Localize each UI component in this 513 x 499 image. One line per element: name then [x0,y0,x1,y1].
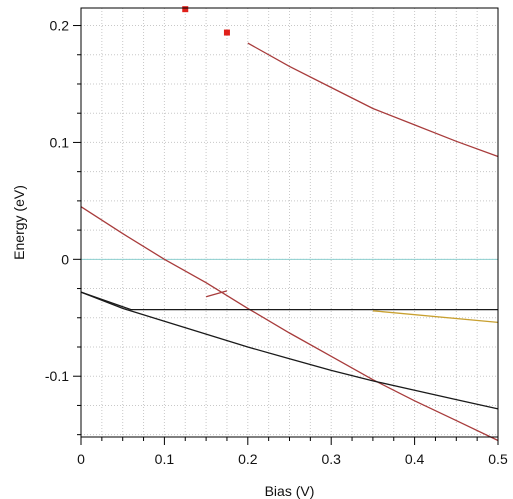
y-tick-label: 0.1 [50,134,70,150]
points-group [182,6,230,36]
x-tick-label: 0.2 [238,451,258,467]
x-tick-label: 0.3 [321,451,341,467]
series-line-4 [80,291,499,410]
series-line-6 [372,310,499,324]
x-tick-label: 0.5 [488,451,508,467]
series-line-5 [80,291,498,311]
x-axis-title: Bias (V) [265,483,315,499]
series-group [80,42,499,442]
data-point-2 [223,29,230,36]
y-tick-label: -0.1 [45,368,69,384]
ticks-group: 0 0.1 0.2 0.3 0.4 0.5 -0.1 0 0.1 0.2 [45,18,508,467]
series-line-2 [80,206,499,442]
y-tick-label: 0 [61,251,69,267]
y-tick-label: 0.2 [50,18,70,34]
x-tick-label: 0.4 [405,451,425,467]
data-point-1 [182,6,189,13]
x-tick-label: 0.1 [155,451,175,467]
y-axis-title: Energy (eV) [11,185,27,260]
series-line-1 [247,42,499,158]
grid [81,8,499,437]
series-line-3 [205,290,228,298]
x-tick-label: 0 [77,451,85,467]
